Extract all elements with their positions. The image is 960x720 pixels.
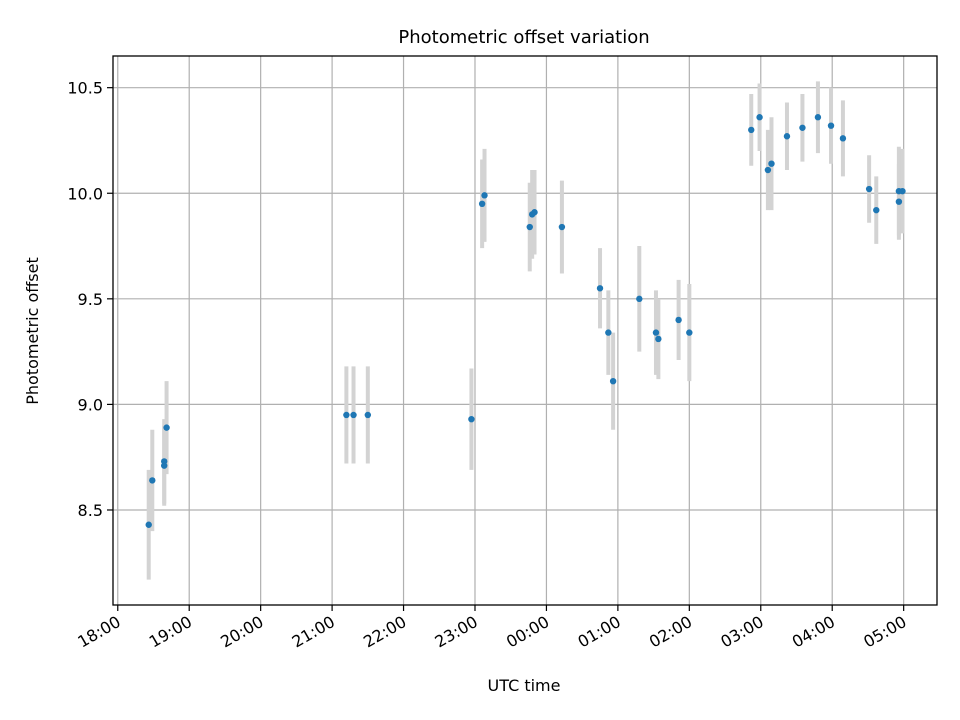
error-bars <box>146 81 905 580</box>
data-point <box>873 206 880 214</box>
x-tick-label: 04:00 <box>789 612 838 652</box>
data-point <box>799 124 806 131</box>
data-points <box>145 114 906 528</box>
data-point <box>478 200 486 208</box>
data-point <box>764 166 772 174</box>
y-tick-label: 9.0 <box>78 395 103 414</box>
data-point <box>865 185 873 193</box>
data-point <box>655 335 662 343</box>
axes: 18:00 19:00 20:00 21:00 22:00 23:00 00:00 01:00… <box>67 55 938 652</box>
x-tick-label: 02:00 <box>646 612 695 652</box>
y-tick-label: 10.0 <box>67 184 103 203</box>
chart-title: Photometric offset variation <box>398 27 649 48</box>
data-point <box>748 126 755 134</box>
grid-lines <box>113 56 937 605</box>
data-point <box>636 295 643 303</box>
data-point <box>468 415 475 423</box>
data-point <box>899 187 906 195</box>
data-point <box>343 411 350 419</box>
data-point <box>163 424 170 431</box>
data-point <box>768 160 775 167</box>
data-point <box>145 521 152 528</box>
data-point <box>783 133 791 140</box>
data-point <box>839 135 847 142</box>
x-tick-label: 21:00 <box>289 612 338 652</box>
data-point <box>686 329 693 336</box>
x-tick-label: 01:00 <box>574 612 623 652</box>
y-tick-label: 10.5 <box>67 79 103 98</box>
x-tick-label: 19:00 <box>146 612 195 652</box>
x-tick-label: 20:00 <box>217 612 266 652</box>
plot-frame <box>112 55 938 606</box>
x-tick-label: 05:00 <box>860 612 909 652</box>
data-point <box>350 411 357 419</box>
data-point <box>895 198 903 205</box>
x-axis-label: UTC time <box>488 676 561 695</box>
data-point <box>481 192 488 199</box>
data-point <box>827 122 835 129</box>
data-point <box>814 114 822 121</box>
x-tick-label: 03:00 <box>717 612 766 652</box>
data-point <box>675 316 682 324</box>
data-point <box>652 329 660 336</box>
y-tick-label: 9.5 <box>78 290 103 309</box>
y-axis-label: Photometric offset <box>23 257 42 405</box>
x-tick-label: 00:00 <box>503 612 552 652</box>
data-point <box>161 462 168 469</box>
data-point <box>526 223 533 231</box>
data-point <box>149 477 156 484</box>
data-point <box>605 329 612 336</box>
data-point <box>558 223 566 231</box>
x-tick-label: 22:00 <box>360 612 409 652</box>
data-point <box>596 285 604 292</box>
x-tick-label: 23:00 <box>432 612 481 652</box>
data-point <box>756 114 763 121</box>
y-tick-label: 8.5 <box>78 501 103 520</box>
data-point <box>364 411 372 419</box>
data-point <box>609 377 617 385</box>
x-tick-label: 18:00 <box>74 612 123 652</box>
data-point <box>531 209 538 216</box>
